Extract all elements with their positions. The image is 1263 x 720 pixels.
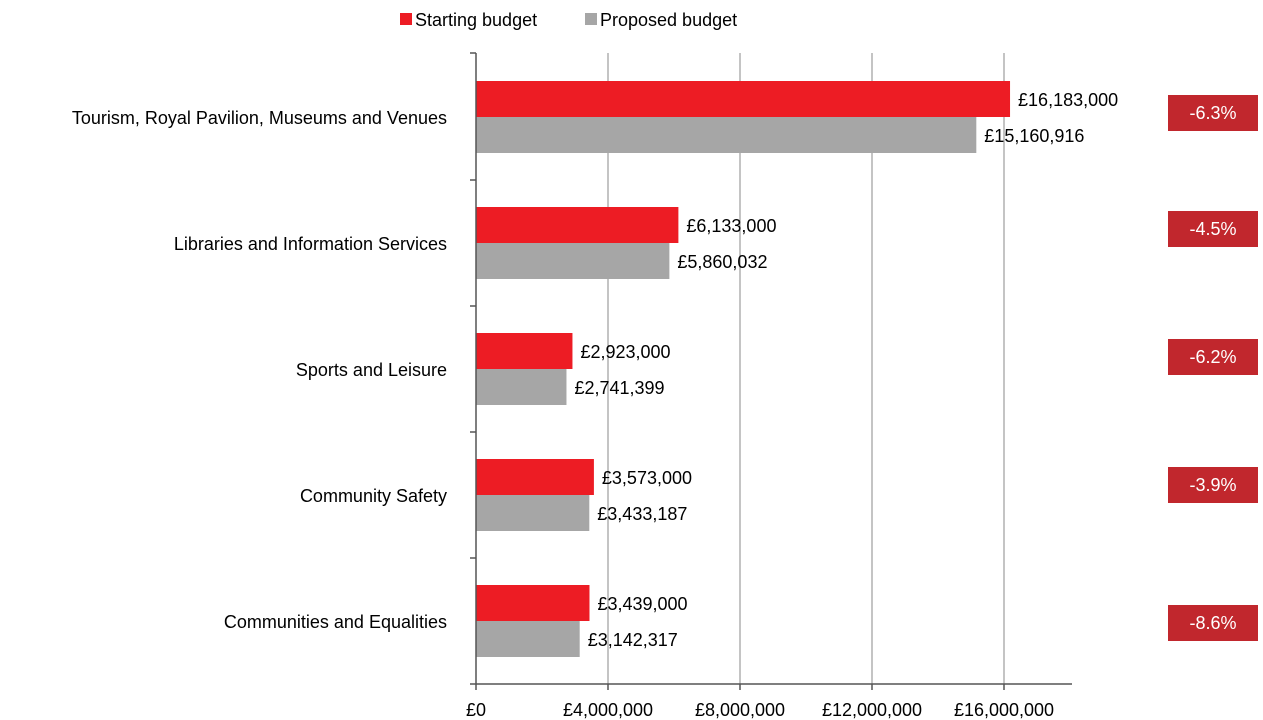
category-label: Sports and Leisure [296,360,447,380]
x-tick-label: £0 [466,700,486,720]
bar-proposed-budget [476,369,567,405]
data-label-starting: £16,183,000 [1018,90,1118,110]
change-badge: -6.2% [1168,339,1258,375]
legend-label-proposed: Proposed budget [600,10,737,30]
data-label-starting: £3,439,000 [597,594,687,614]
x-tick-label: £4,000,000 [563,700,653,720]
legend-swatch-starting [400,13,412,25]
x-tick-label: £8,000,000 [695,700,785,720]
category-label: Community Safety [300,486,447,506]
change-badge: -8.6% [1168,605,1258,641]
bar-starting-budget [476,459,594,495]
change-badge: -6.3% [1168,95,1258,131]
bar-proposed-budget [476,243,670,279]
category-label: Libraries and Information Services [174,234,447,254]
bar-proposed-budget [476,495,590,531]
category-label: Tourism, Royal Pavilion, Museums and Ven… [72,108,447,128]
bar-starting-budget [476,585,590,621]
category-label: Communities and Equalities [224,612,447,632]
bar-starting-budget [476,81,1011,117]
bar-starting-budget [476,207,679,243]
data-label-proposed: £3,142,317 [588,630,678,650]
bar-starting-budget [476,333,573,369]
data-label-starting: £6,133,000 [686,216,776,236]
data-label-starting: £3,573,000 [602,468,692,488]
data-label-proposed: £2,741,399 [574,378,664,398]
data-label-proposed: £15,160,916 [984,126,1084,146]
data-label-starting: £2,923,000 [580,342,670,362]
change-badge: -4.5% [1168,211,1258,247]
bar-proposed-budget [476,117,977,153]
legend-swatch-proposed [585,13,597,25]
change-badge: -3.9% [1168,467,1258,503]
legend-label-starting: Starting budget [415,10,537,30]
x-tick-label: £16,000,000 [954,700,1054,720]
x-tick-label: £12,000,000 [822,700,922,720]
bar-proposed-budget [476,621,580,657]
data-label-proposed: £3,433,187 [597,504,687,524]
data-label-proposed: £5,860,032 [677,252,767,272]
